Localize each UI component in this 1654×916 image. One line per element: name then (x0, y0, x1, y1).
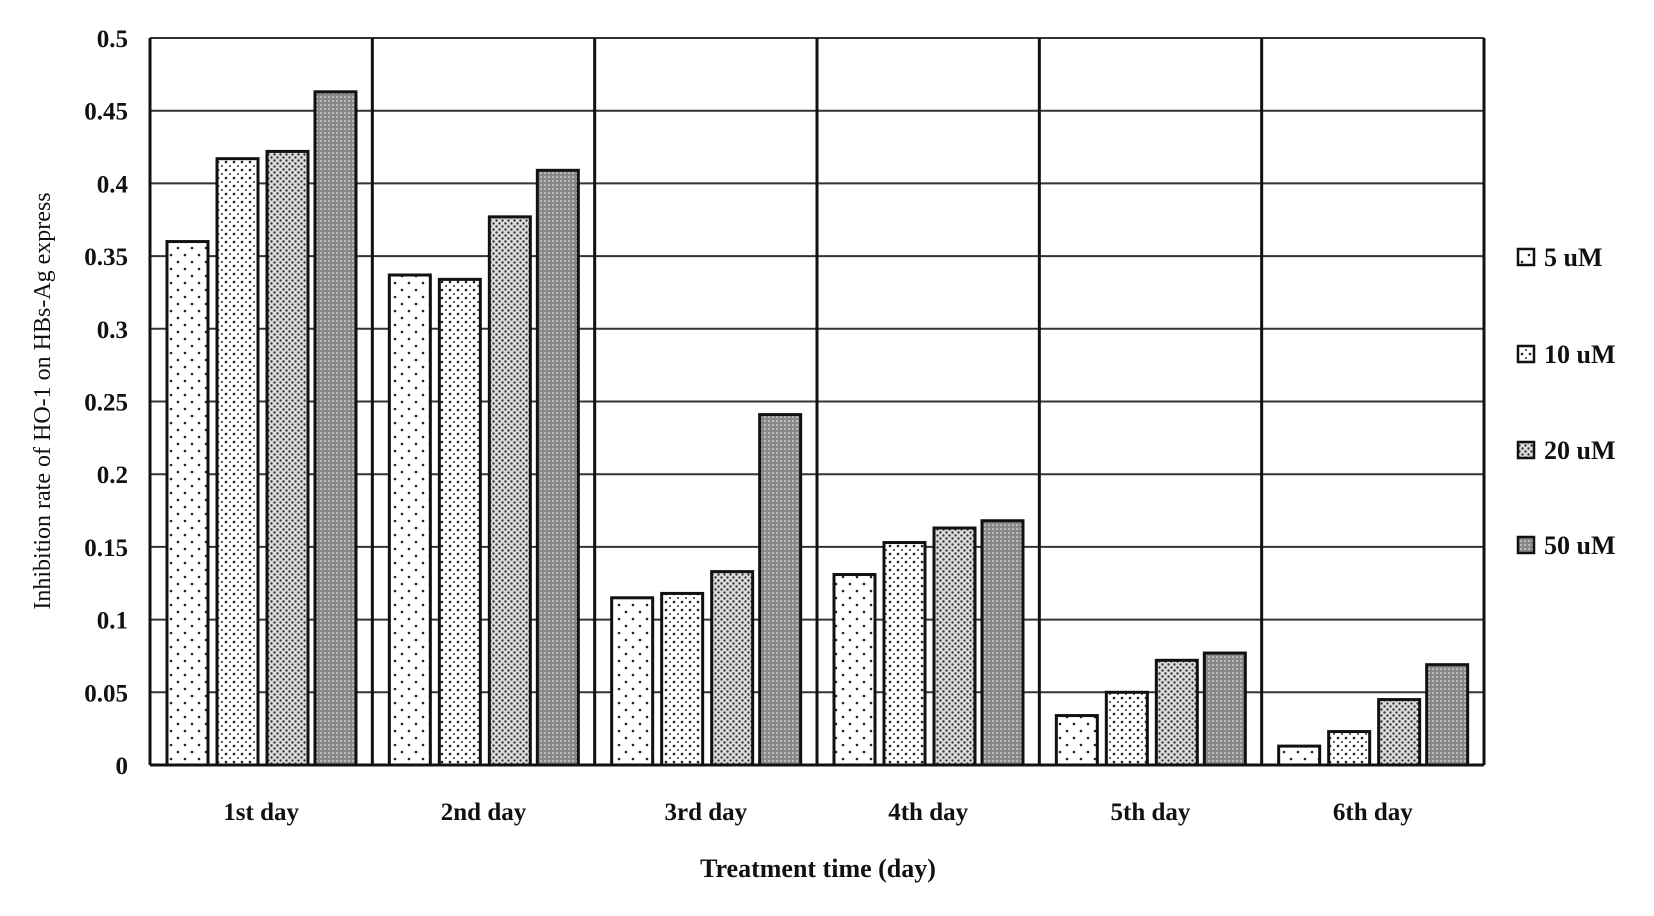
y-tick-label: 0.3 (97, 317, 128, 344)
legend-item: 50 uM (1516, 531, 1616, 560)
legend-item: 10 uM (1516, 340, 1616, 369)
x-tick-label: 5th day (1111, 799, 1191, 826)
legend-label: 10 uM (1544, 340, 1616, 369)
bar-20-uM-3rd-day (710, 570, 755, 767)
bar-10-uM-4th-day (882, 541, 927, 767)
legend-item: 20 uM (1516, 436, 1616, 465)
legend-swatch (1516, 247, 1536, 267)
y-tick-label: 0 (116, 753, 129, 780)
legend-label: 20 uM (1544, 436, 1616, 465)
bar-50-uM-1st-day (313, 90, 358, 767)
bar-5-uM-1st-day (165, 240, 210, 767)
bar-20-uM-1st-day (265, 149, 310, 767)
y-axis-label: Inhibition rate of HO-1 on HBs-Ag expres… (30, 192, 56, 609)
y-tick-label: 0.35 (84, 244, 128, 271)
legend-item: 5 uM (1516, 243, 1603, 272)
bar-5-uM-6th-day (1277, 744, 1322, 767)
legend-swatch (1516, 440, 1536, 460)
category-dividers (148, 38, 1486, 767)
x-axis-label: Treatment time (day) (700, 854, 936, 883)
y-tick-labels: 0 0.05 0.1 0.15 0.2 0.25 0.3 0.35 0.4 0.45 0.5 (84, 26, 128, 780)
x-tick-labels: 1st day 2nd day 3rd day 4th day 5th day 6th d… (223, 799, 1413, 826)
bar-5-uM-2nd-day (387, 273, 432, 767)
x-tick-label: 2nd day (441, 799, 527, 826)
x-tick-label: 4th day (888, 799, 968, 826)
bar-10-uM-5th-day (1104, 690, 1149, 767)
bar-5-uM-4th-day (832, 573, 877, 767)
bars (165, 90, 1470, 767)
bar-10-uM-3rd-day (660, 591, 705, 767)
bar-20-uM-2nd-day (487, 215, 532, 767)
bar-10-uM-1st-day (215, 157, 260, 767)
y-tick-label: 0.25 (84, 390, 128, 417)
bar-50-uM-3rd-day (758, 413, 803, 767)
y-tick-label: 0.4 (97, 171, 129, 198)
bar-10-uM-6th-day (1327, 730, 1372, 767)
x-tick-label: 3rd day (665, 799, 748, 826)
legend-label: 50 uM (1544, 531, 1616, 560)
y-tick-label: 0.1 (97, 608, 128, 635)
y-tick-label: 0.15 (84, 535, 128, 562)
legend: 5 uM 10 uM 20 uM 50 uM (1516, 243, 1616, 560)
bar-50-uM-6th-day (1425, 663, 1470, 767)
bar-20-uM-4th-day (932, 526, 977, 767)
bar-20-uM-5th-day (1154, 658, 1199, 767)
bar-50-uM-4th-day (980, 519, 1025, 767)
legend-label: 5 uM (1544, 243, 1603, 272)
bar-5-uM-3rd-day (610, 596, 655, 767)
bar-50-uM-2nd-day (535, 168, 580, 767)
legend-swatch (1516, 344, 1536, 364)
y-tick-label: 0.45 (84, 99, 128, 126)
bar-50-uM-5th-day (1202, 651, 1247, 767)
y-tick-label: 0.5 (97, 26, 128, 53)
x-tick-label: 1st day (223, 799, 299, 826)
bar-20-uM-6th-day (1377, 698, 1422, 767)
legend-swatch (1516, 535, 1536, 555)
y-tick-label: 0.05 (84, 680, 128, 707)
y-tick-label: 0.2 (97, 462, 128, 489)
bar-10-uM-2nd-day (437, 277, 482, 767)
x-tick-label: 6th day (1333, 799, 1413, 826)
bar-5-uM-5th-day (1054, 714, 1099, 767)
